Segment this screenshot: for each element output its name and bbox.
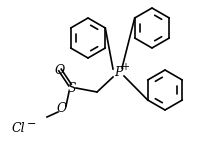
Text: S: S (67, 81, 76, 95)
Text: −: − (27, 119, 36, 129)
Text: O: O (55, 64, 65, 76)
Text: P: P (113, 66, 122, 78)
Text: O: O (57, 101, 67, 115)
Text: +: + (121, 62, 128, 72)
Text: Cl: Cl (12, 122, 26, 135)
